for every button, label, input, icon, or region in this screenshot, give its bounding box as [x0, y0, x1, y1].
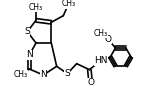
Text: CH₃: CH₃: [62, 0, 76, 8]
Text: S: S: [24, 27, 30, 36]
Text: O: O: [105, 35, 112, 44]
Text: O: O: [87, 78, 94, 88]
Text: CH₃: CH₃: [14, 71, 28, 79]
Text: N: N: [26, 50, 33, 60]
Text: CH₃: CH₃: [29, 3, 43, 12]
Text: S: S: [64, 69, 70, 78]
Text: N: N: [40, 71, 47, 79]
Text: CH₃: CH₃: [94, 29, 108, 38]
Text: HN: HN: [94, 56, 107, 66]
